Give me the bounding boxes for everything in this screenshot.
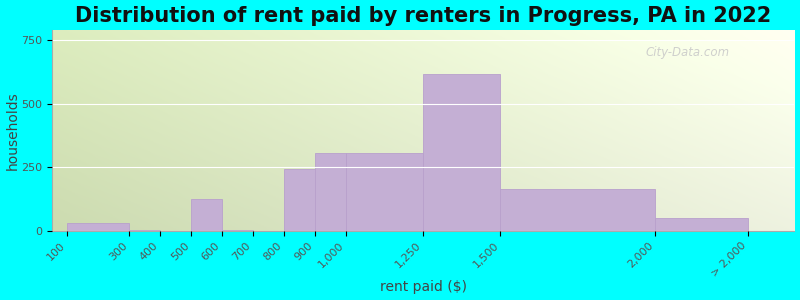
X-axis label: rent paid ($): rent paid ($) (380, 280, 466, 294)
Bar (284, 169, 315, 231)
Bar (655, 218, 748, 231)
Y-axis label: households: households (6, 91, 19, 170)
Bar (501, 189, 655, 231)
Title: Distribution of rent paid by renters in Progress, PA in 2022: Distribution of rent paid by renters in … (75, 6, 771, 26)
Bar (346, 153, 423, 231)
Bar (67, 223, 129, 231)
Bar (315, 153, 346, 231)
Bar (222, 230, 253, 231)
Bar (129, 230, 160, 231)
Bar (423, 74, 501, 231)
Bar (191, 199, 222, 231)
Text: City-Data.com: City-Data.com (646, 46, 730, 59)
